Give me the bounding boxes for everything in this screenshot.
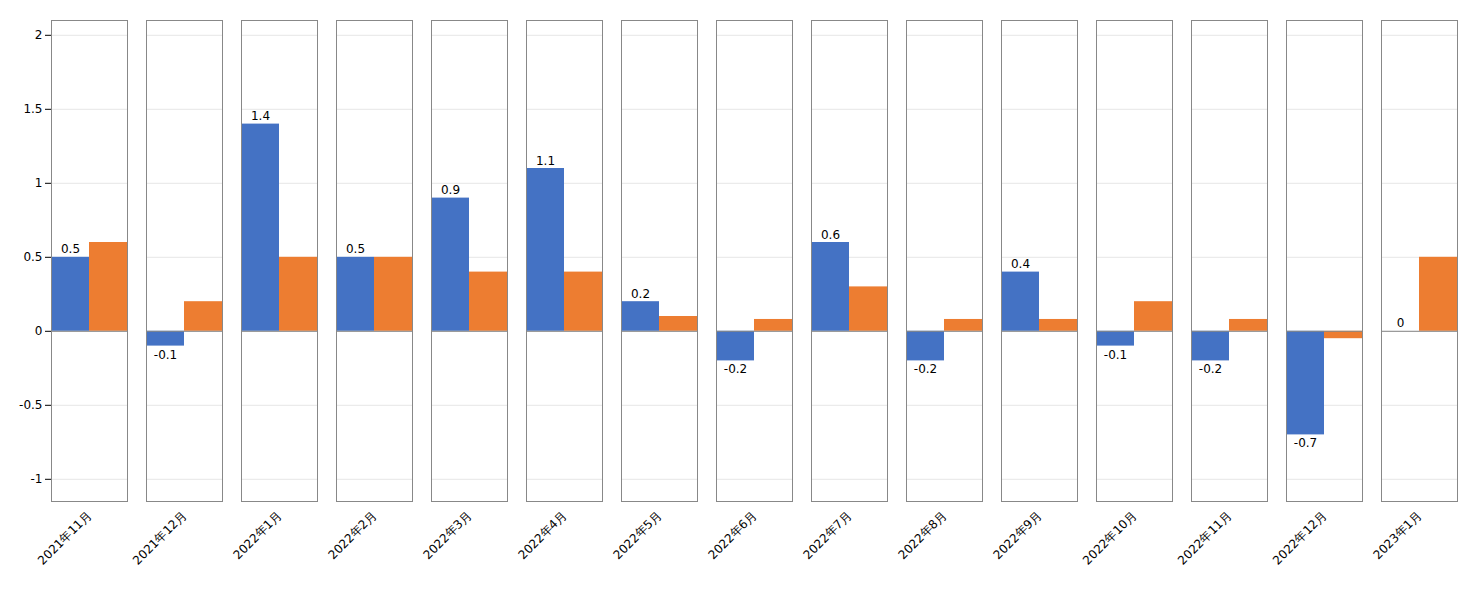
svg-text:2023年1月: 2023年1月	[1370, 508, 1424, 562]
svg-text:2022年3月: 2022年3月	[420, 508, 474, 562]
svg-text:0.2: 0.2	[631, 287, 650, 301]
svg-text:1.4: 1.4	[251, 109, 270, 123]
svg-text:2: 2	[35, 28, 43, 42]
svg-text:0.4: 0.4	[1011, 257, 1030, 271]
svg-text:2022年1月: 2022年1月	[230, 508, 284, 562]
svg-text:-0.5: -0.5	[19, 398, 42, 412]
svg-text:-0.7: -0.7	[1294, 436, 1317, 450]
svg-text:0.5: 0.5	[346, 242, 365, 256]
svg-text:2022年8月: 2022年8月	[895, 508, 949, 562]
svg-text:-0.2: -0.2	[914, 362, 937, 376]
svg-text:1.1: 1.1	[536, 154, 555, 168]
svg-text:-0.1: -0.1	[154, 348, 177, 362]
svg-text:0: 0	[1397, 316, 1405, 330]
svg-text:2021年11月: 2021年11月	[35, 508, 94, 567]
svg-text:-0.2: -0.2	[1199, 362, 1222, 376]
svg-text:2022年11月: 2022年11月	[1175, 508, 1234, 567]
svg-text:0.6: 0.6	[821, 228, 840, 242]
svg-text:1: 1	[35, 176, 43, 190]
svg-text:-0.2: -0.2	[724, 362, 747, 376]
svg-text:2022年9月: 2022年9月	[990, 508, 1044, 562]
svg-text:2021年12月: 2021年12月	[130, 508, 189, 567]
svg-text:2022年6月: 2022年6月	[705, 508, 759, 562]
svg-text:0: 0	[35, 324, 43, 338]
svg-text:0.9: 0.9	[441, 183, 460, 197]
svg-text:2022年4月: 2022年4月	[515, 508, 569, 562]
svg-text:0.5: 0.5	[23, 250, 42, 264]
svg-text:2022年2月: 2022年2月	[325, 508, 379, 562]
svg-text:2022年10月: 2022年10月	[1080, 508, 1139, 567]
svg-text:2022年12月: 2022年12月	[1270, 508, 1329, 567]
svg-text:0.5: 0.5	[61, 242, 80, 256]
svg-text:2022年5月: 2022年5月	[610, 508, 664, 562]
svg-text:-1: -1	[31, 472, 43, 486]
svg-text:-0.1: -0.1	[1104, 348, 1127, 362]
svg-text:2022年7月: 2022年7月	[800, 508, 854, 562]
svg-text:1.5: 1.5	[23, 102, 42, 116]
